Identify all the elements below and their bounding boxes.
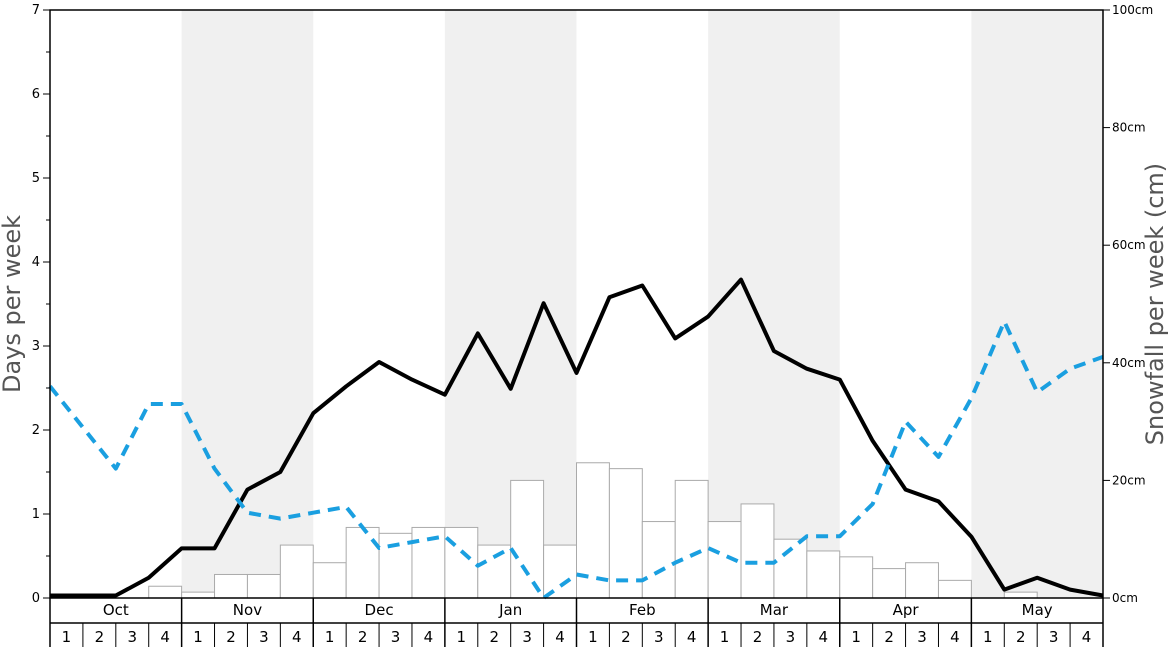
snowfall-bar	[674, 479, 709, 599]
snowfall-bar	[214, 573, 248, 599]
left-tick-label: 4	[32, 255, 40, 270]
week-label: 4	[687, 628, 697, 646]
snowfall-bar	[872, 568, 907, 599]
week-label: 4	[950, 628, 960, 646]
month-label: Oct	[103, 601, 129, 619]
week-label: 2	[1016, 628, 1026, 646]
snowfall-bar	[378, 532, 413, 599]
week-label: 2	[95, 628, 105, 646]
left-tick-label: 3	[32, 339, 40, 354]
snowfall-bar	[510, 479, 545, 599]
month-shading	[181, 10, 1103, 598]
week-label: 3	[786, 628, 796, 646]
month-label: Dec	[365, 601, 394, 619]
solid-series-line	[50, 277, 1104, 598]
month-label: Nov	[233, 601, 262, 619]
snowfall-bar	[641, 521, 676, 599]
week-label: 3	[522, 628, 532, 646]
snowfall-bar	[246, 573, 281, 599]
week-label: 1	[62, 628, 72, 646]
data-lines	[48, 277, 1104, 600]
snowfall-bar	[839, 556, 874, 599]
week-label: 4	[424, 628, 434, 646]
snowfall-bar	[477, 544, 512, 599]
week-label: 3	[917, 628, 927, 646]
right-y-axis: 0cm 20cm 40cm 60cm 80cm 100cm	[1103, 3, 1153, 605]
week-label: 4	[555, 628, 565, 646]
right-tick-label: 60cm	[1112, 238, 1146, 252]
week-label: 1	[720, 628, 730, 646]
week-label: 2	[621, 628, 631, 646]
left-y-axis: 0 1 2 3 4 5 6 7	[32, 3, 50, 606]
shade-may	[971, 10, 1103, 598]
snowfall-bar	[148, 585, 183, 599]
left-tick-label: 5	[32, 171, 40, 186]
right-tick-label: 0cm	[1112, 591, 1138, 605]
week-label: 2	[358, 628, 368, 646]
week-label: 3	[391, 628, 401, 646]
snowfall-bar	[937, 579, 972, 599]
dashed-series-line	[48, 319, 1104, 600]
left-tick-label: 2	[32, 423, 40, 438]
right-tick-label: 80cm	[1112, 121, 1146, 135]
week-label: 2	[753, 628, 763, 646]
month-week-axis: Oct 1 2 3 4 Nov 1 2 3 4 Dec 1 2 3 4 Jan 1 2 3 4 Feb 1 2 3 4 Mar 1 2…	[49, 598, 1104, 647]
right-axis-title: Snowfall per week (cm)	[1141, 163, 1168, 445]
month-label: May	[1022, 601, 1053, 619]
week-label: 1	[193, 628, 203, 646]
month-label: Feb	[629, 601, 656, 619]
right-tick-label: 20cm	[1112, 473, 1146, 487]
snowfall-bar	[1003, 591, 1038, 599]
snowfall-bar	[543, 544, 577, 599]
week-label: 2	[489, 628, 499, 646]
week-label: 3	[259, 628, 269, 646]
snowfall-bar	[806, 550, 841, 599]
month-label: Jan	[498, 601, 522, 619]
left-tick-label: 1	[32, 507, 40, 522]
right-tick-label: 40cm	[1112, 356, 1146, 370]
snowfall-bar	[905, 562, 939, 599]
month-label: Apr	[893, 601, 920, 619]
week-label: 1	[851, 628, 861, 646]
month-label: Mar	[760, 601, 789, 619]
week-label: 2	[226, 628, 236, 646]
shade-mar	[708, 10, 840, 598]
week-label: 1	[983, 628, 993, 646]
left-tick-label: 7	[32, 3, 40, 18]
left-tick-label: 6	[32, 87, 40, 102]
week-label: 1	[325, 628, 335, 646]
snowfall-bar	[312, 562, 347, 599]
week-label: 1	[457, 628, 467, 646]
snowfall-bar	[279, 544, 314, 599]
week-label: 1	[588, 628, 598, 646]
week-label: 3	[654, 628, 664, 646]
left-axis-title: Days per week	[0, 215, 26, 393]
right-tick-label: 100cm	[1112, 3, 1153, 17]
snowfall-bar	[181, 591, 216, 599]
snowfall-bar	[740, 503, 775, 599]
week-label: 2	[884, 628, 894, 646]
week-label: 4	[1082, 628, 1092, 646]
left-tick-label: 0	[32, 591, 40, 606]
week-label: 3	[1049, 628, 1059, 646]
snowfall-bar	[345, 526, 380, 599]
week-label: 4	[292, 628, 302, 646]
week-label: 4	[819, 628, 829, 646]
week-label: 3	[127, 628, 137, 646]
week-label: 4	[160, 628, 170, 646]
shade-nov	[181, 10, 314, 598]
